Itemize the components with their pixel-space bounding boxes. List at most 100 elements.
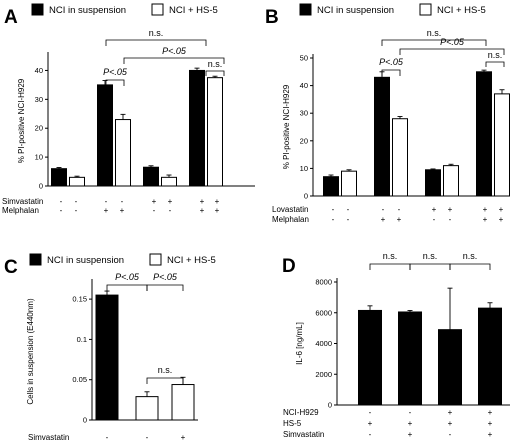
- bar-d-s0-g3: [478, 307, 502, 406]
- legend-swatch-open-a: [151, 3, 164, 16]
- bar-b-s1-g3: [494, 93, 510, 197]
- condition-sign-b: -: [433, 215, 436, 224]
- condition-sign-c: +: [181, 433, 186, 442]
- bracket-a-2: [105, 39, 207, 46]
- bar-a-s1-g1: [115, 119, 131, 187]
- bar-c-s1-g2: [171, 384, 195, 421]
- condition-label-c: Simvastatin: [28, 433, 69, 442]
- condition-sign-a: +: [152, 197, 157, 206]
- condition-sign-d: +: [448, 408, 453, 417]
- y-tick-label-b: 0: [304, 192, 308, 201]
- condition-sign-a: +: [200, 206, 205, 215]
- condition-sign-b: +: [499, 215, 504, 224]
- annotation-c-1: P<.05: [115, 272, 140, 282]
- condition-sign-a: +: [120, 206, 125, 215]
- bar-b-s1-g0: [341, 170, 357, 197]
- condition-sign-d: +: [488, 408, 493, 417]
- condition-label-d: Simvastatin: [283, 430, 324, 439]
- condition-sign-b: -: [347, 215, 350, 224]
- y-tick-label-b: 30: [300, 109, 308, 118]
- condition-label-a: Melphalan: [2, 206, 39, 215]
- bar-a-s1-g3: [207, 77, 223, 187]
- y-tick-label-d: 0: [328, 401, 332, 410]
- annotation-a-4: n.s.: [208, 59, 223, 69]
- condition-sign-b: -: [382, 205, 385, 214]
- condition-sign-a: +: [200, 197, 205, 206]
- bracket-a-3: [123, 57, 225, 64]
- y-tick-label-c: 0: [83, 416, 87, 425]
- legend-label-filled-b: NCI in suspension: [317, 5, 394, 16]
- condition-sign-a: +: [168, 197, 173, 206]
- bar-d-s0-g2: [438, 329, 462, 406]
- bar-b-s1-g1: [392, 118, 408, 197]
- annotation-b-2: n.s.: [427, 28, 442, 38]
- bracket-c-1: [106, 284, 148, 291]
- bar-b-s0-g0: [323, 176, 339, 197]
- bracket-b-3: [399, 48, 505, 55]
- y-tick-label-a: 30: [35, 95, 43, 104]
- legend-label-filled-a: NCI in suspension: [49, 5, 126, 16]
- annotation-d-2: n.s.: [423, 251, 438, 261]
- condition-sign-d: -: [369, 408, 372, 417]
- condition-sign-d: +: [408, 430, 413, 439]
- y-tick-label-a: 10: [35, 153, 43, 162]
- condition-sign-a: -: [169, 206, 172, 215]
- bar-b-s0-g2: [425, 169, 441, 197]
- y-axis-label-a: % PI-positive NCI-H929: [17, 78, 26, 163]
- y-tick-label-c: 0.15: [72, 295, 87, 304]
- panel-letter-a: A: [4, 7, 18, 28]
- bar-b-s1-g2: [443, 165, 459, 197]
- bar-a-s1-g2: [161, 176, 177, 187]
- condition-sign-a: -: [153, 206, 156, 215]
- y-tick-label-b: 20: [300, 136, 308, 145]
- condition-sign-a: -: [60, 206, 63, 215]
- legend-swatch-filled-b: [299, 3, 312, 16]
- condition-label-d: HS-5: [283, 419, 302, 428]
- y-tick-label-c: 0.05: [72, 375, 87, 384]
- condition-sign-d: +: [368, 419, 373, 428]
- bar-d-s0-g1: [398, 311, 422, 406]
- condition-sign-a: +: [104, 206, 109, 215]
- y-axis-label-c: Cells in suspension (E440nm): [26, 298, 35, 405]
- legend-swatch-open-c: [149, 253, 162, 266]
- legend-swatch-filled-c: [29, 253, 42, 266]
- condition-sign-b: +: [483, 205, 488, 214]
- bracket-a-4: [205, 70, 225, 76]
- bracket-c-3: [146, 377, 184, 384]
- y-tick-label-d: 4000: [315, 339, 332, 348]
- annotation-c-3: n.s.: [158, 365, 173, 375]
- bracket-d-2: [409, 263, 451, 270]
- condition-sign-a: -: [75, 197, 78, 206]
- bar-b-s0-g1: [374, 76, 390, 197]
- condition-sign-b: +: [381, 215, 386, 224]
- condition-sign-d: -: [449, 430, 452, 439]
- condition-sign-d: +: [448, 419, 453, 428]
- annotation-b-1: P<.05: [379, 57, 404, 67]
- condition-sign-d: -: [409, 408, 412, 417]
- condition-label-a: Simvastatin: [2, 197, 43, 206]
- annotation-a-1: P<.05: [103, 67, 128, 77]
- bar-b-s0-g3: [476, 71, 492, 197]
- y-axis-label-b: % PI-positive NCI-H929: [282, 84, 291, 169]
- y-tick-label-b: 10: [300, 164, 308, 173]
- condition-sign-a: -: [75, 206, 78, 215]
- bracket-b-4: [485, 61, 505, 67]
- condition-sign-b: +: [397, 215, 402, 224]
- condition-sign-c: -: [146, 433, 149, 442]
- condition-sign-b: +: [499, 205, 504, 214]
- condition-label-d: NCI-H929: [283, 408, 319, 417]
- condition-sign-a: +: [215, 197, 220, 206]
- condition-sign-a: -: [105, 197, 108, 206]
- bar-c-s1-g1: [135, 396, 159, 421]
- condition-sign-d: +: [488, 419, 493, 428]
- condition-sign-b: -: [449, 215, 452, 224]
- y-axis-label-d: IL-6 [ng/mL]: [295, 322, 304, 365]
- bar-a-s0-g3: [189, 69, 205, 187]
- condition-sign-a: +: [215, 206, 220, 215]
- condition-sign-a: -: [60, 197, 63, 206]
- y-tick-label-b: 40: [300, 81, 308, 90]
- legend-label-filled-c: NCI in suspension: [47, 255, 124, 266]
- y-tick-label-a: 20: [35, 124, 43, 133]
- annotation-d-3: n.s.: [463, 251, 478, 261]
